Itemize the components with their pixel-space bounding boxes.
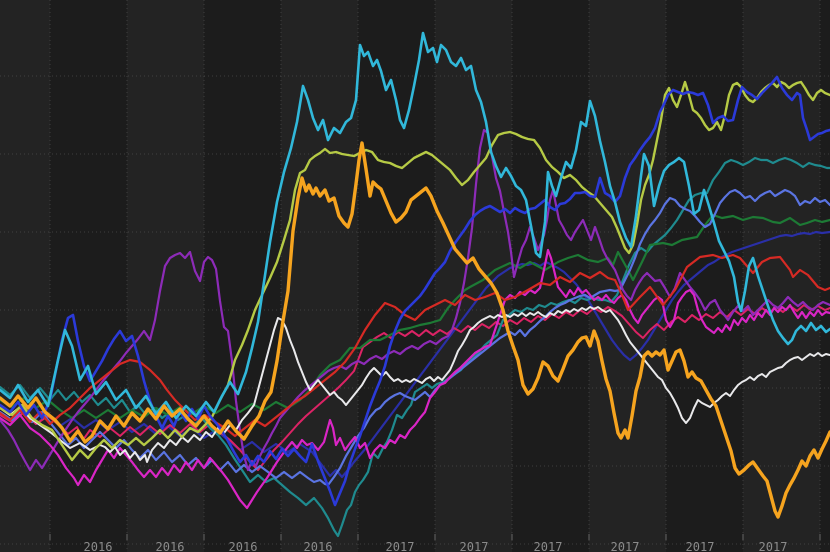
x-axis-label: 2017: [759, 540, 788, 552]
background-band: [281, 0, 358, 552]
background-band: [666, 0, 743, 552]
x-axis-label: 2016: [304, 540, 333, 552]
white-line: [0, 306, 830, 463]
background-band: [820, 0, 830, 552]
purple-line: [0, 128, 830, 472]
x-axis-label: 2016: [84, 540, 113, 552]
x-axis-label: 2016: [229, 540, 258, 552]
red-line: [0, 253, 830, 438]
background-band: [50, 0, 127, 552]
x-axis-label: 2017: [460, 540, 489, 552]
data-series-lines: [0, 31, 830, 538]
magenta-line: [0, 248, 830, 510]
x-axis-label: 2017: [686, 540, 715, 552]
background-band: [0, 0, 50, 552]
x-axis: 2016 2016 2016 2016 2017 2017 2017 2017 2017 2017: [49, 534, 821, 552]
x-axis-label: 2017: [534, 540, 563, 552]
x-axis-label: 2016: [156, 540, 185, 552]
cyan-line: [0, 31, 830, 420]
orange-line: [0, 141, 830, 519]
chartreuse-line: [0, 80, 830, 462]
x-axis-label: 2017: [386, 540, 415, 552]
x-axis-label: 2017: [611, 540, 640, 552]
royal-blue-line: [0, 75, 830, 507]
